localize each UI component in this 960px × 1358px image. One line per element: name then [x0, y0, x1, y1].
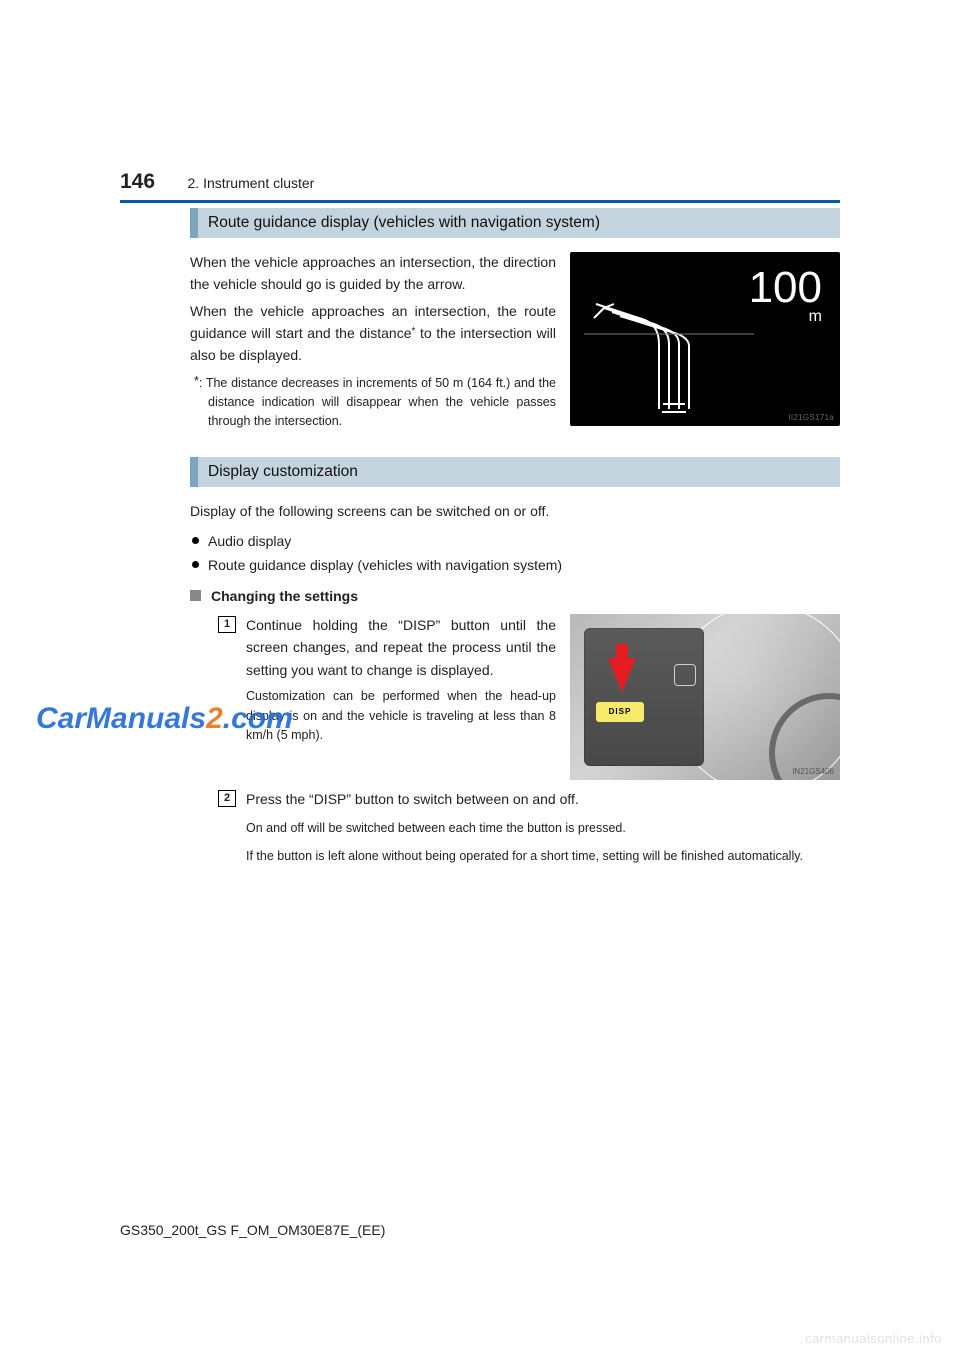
- square-bullet-icon: [190, 590, 201, 601]
- list-item: Audio display: [190, 530, 840, 554]
- paragraph: When the vehicle approaches an intersect…: [190, 252, 556, 295]
- section-heading-route-guidance: Route guidance display (vehicles with na…: [190, 208, 840, 238]
- intro-text: Display of the following screens can be …: [190, 501, 840, 523]
- list-item: Route guidance display (vehicles with na…: [190, 554, 840, 578]
- disp-button-label: DISP: [596, 702, 644, 722]
- step1-note: Customization can be performed when the …: [246, 687, 556, 745]
- step1-instruction: Continue holding the “DISP” button until…: [246, 614, 556, 681]
- bullet-list: Audio display Route guidance display (ve…: [190, 530, 840, 578]
- section-accent-bar: [190, 457, 198, 487]
- footnote: *: The distance decreases in increments …: [190, 372, 556, 430]
- section-title: Route guidance display (vehicles with na…: [198, 208, 840, 238]
- section-title: Display customization: [198, 457, 840, 487]
- arrow-down-icon: [608, 658, 636, 692]
- watermark-footer: carmanualsonline.info: [805, 1331, 942, 1346]
- asterisk-icon: *: [194, 374, 199, 388]
- section-accent-bar: [190, 208, 198, 238]
- figure-credit: II21GS171a: [788, 413, 834, 422]
- speaker-grille: [674, 664, 696, 686]
- footnote-text: The distance decreases in increments of …: [206, 376, 556, 428]
- figure-credit: IN21GS406: [792, 767, 834, 776]
- step1-row: 1 Continue holding the “DISP” button unt…: [190, 614, 840, 780]
- step1-text-col: 1 Continue holding the “DISP” button unt…: [190, 614, 556, 780]
- page-header: 146 2. Instrument cluster: [120, 170, 840, 203]
- watermark-part: CarManuals: [36, 702, 206, 735]
- subheading-title: Changing the settings: [211, 588, 358, 604]
- document-code: GS350_200t_GS F_OM_OM30E87E_(EE): [120, 1222, 385, 1238]
- step2-note-b: If the button is left alone without bein…: [246, 846, 840, 866]
- step-number-badge: 1: [218, 616, 236, 633]
- step2-instruction: Press the “DISP” button to switch betwee…: [246, 788, 579, 810]
- subheading-row: Changing the settings: [190, 588, 840, 604]
- figure-disp-button: DISP IN21GS406: [570, 614, 840, 780]
- figure-route-guidance: 100 m II21GS171a: [570, 252, 840, 426]
- route-guidance-row: When the vehicle approaches an intersect…: [190, 252, 840, 437]
- distance-value: 100: [749, 263, 822, 312]
- route-arrow-graphic: [584, 274, 754, 414]
- route-guidance-text: When the vehicle approaches an intersect…: [190, 252, 556, 437]
- chapter-label: 2. Instrument cluster: [188, 175, 315, 191]
- step2-note-a: On and off will be switched between each…: [246, 818, 840, 838]
- paragraph: When the vehicle approaches an intersect…: [190, 301, 556, 366]
- page-number: 146: [120, 170, 155, 194]
- header-rule: [120, 200, 840, 203]
- section-heading-display-customization: Display customization: [190, 457, 840, 487]
- step-number-badge: 2: [218, 790, 236, 807]
- content-area: Route guidance display (vehicles with na…: [190, 208, 840, 866]
- distance-readout: 100 m: [749, 266, 822, 326]
- step-item: 1 Continue holding the “DISP” button unt…: [218, 614, 556, 681]
- dashboard-panel: [584, 628, 704, 766]
- page: 146 2. Instrument cluster Route guidance…: [0, 0, 960, 1358]
- step-item: 2 Press the “DISP” button to switch betw…: [190, 788, 840, 810]
